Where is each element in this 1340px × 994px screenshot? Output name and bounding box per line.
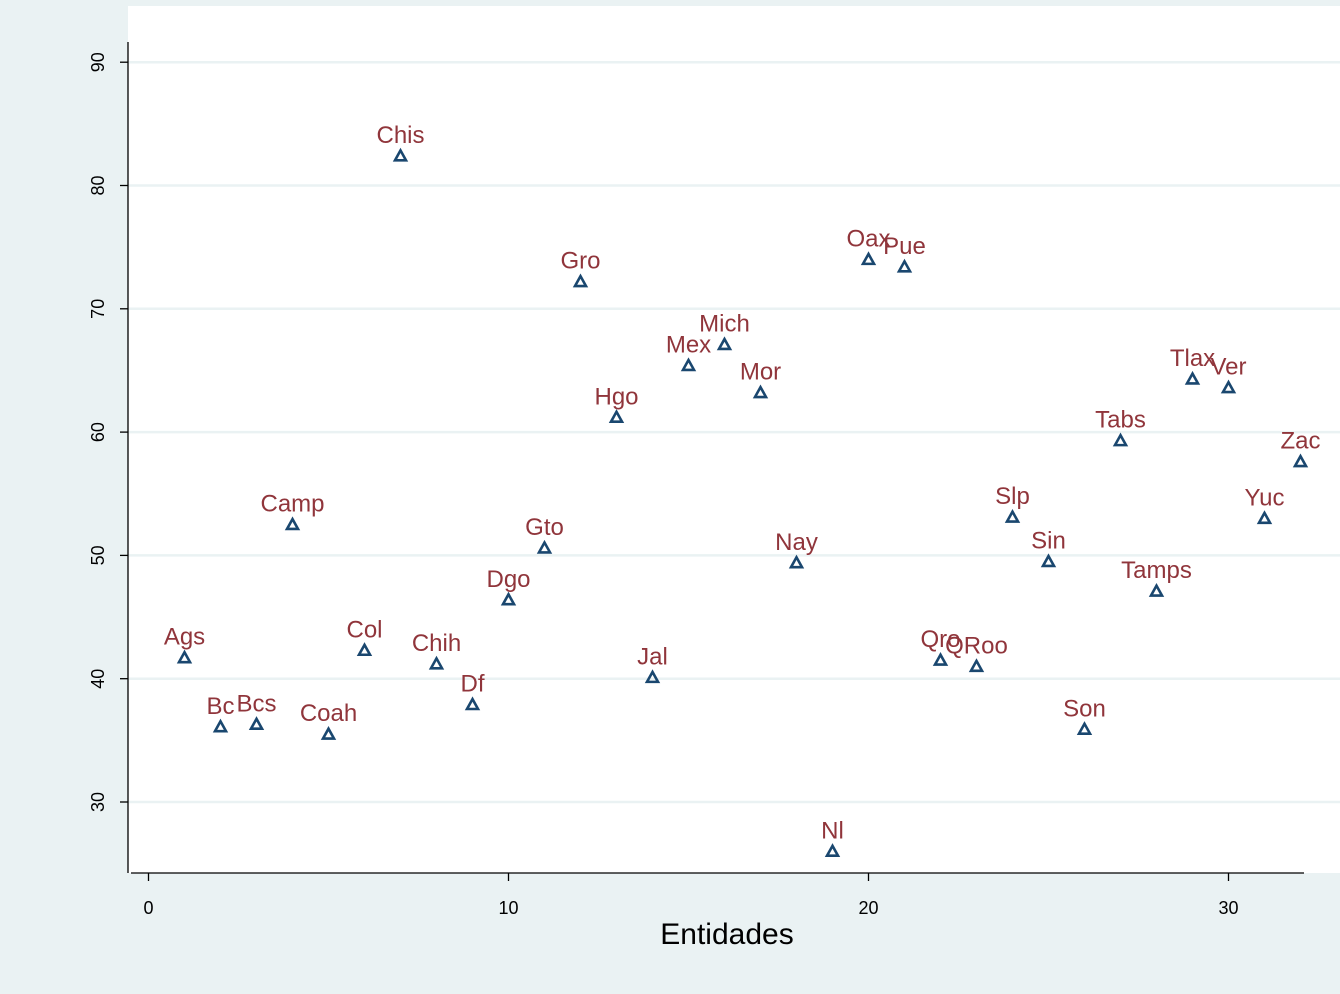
y-tick-label: 90	[88, 52, 108, 72]
x-axis-title: Entidades	[660, 918, 793, 951]
point-label-oax: Oax	[846, 225, 890, 252]
point-label-jal: Jal	[637, 643, 668, 670]
data-point-pue	[896, 258, 913, 273]
y-tick-label: 70	[88, 299, 108, 319]
x-tick-label: 0	[143, 898, 153, 918]
point-label-qroo: QRoo	[945, 632, 1008, 659]
data-point-bcs	[248, 716, 265, 731]
data-point-nay	[788, 554, 805, 569]
x-tick-label: 30	[1218, 898, 1238, 918]
point-label-slp: Slp	[995, 483, 1030, 510]
data-point-chis	[392, 147, 409, 162]
point-label-hgo: Hgo	[594, 383, 638, 410]
data-point-nl	[824, 843, 841, 858]
point-label-ags: Ags	[164, 624, 205, 651]
y-tick-label: 50	[88, 545, 108, 565]
point-label-tamps: Tamps	[1121, 557, 1192, 584]
data-point-tlax	[1184, 370, 1201, 385]
y-tick-label: 80	[88, 175, 108, 195]
point-label-bcs: Bcs	[236, 690, 276, 717]
data-point-jal	[644, 669, 661, 684]
data-point-yuc	[1256, 510, 1273, 525]
point-label-tlax: Tlax	[1170, 345, 1215, 372]
axes: 30 40 50 60 70 80 90 0 10 20 30	[88, 42, 1304, 918]
data-point-slp	[1004, 509, 1021, 523]
point-label-mor: Mor	[740, 359, 781, 386]
point-label-qro: Qro	[920, 626, 960, 653]
point-label-gto: Gto	[525, 514, 564, 541]
data-point-camp	[284, 516, 301, 531]
point-label-nay: Nay	[775, 529, 818, 556]
point-label-coah: Coah	[300, 700, 357, 727]
data-point-mich	[716, 336, 733, 351]
data-point-bc	[212, 718, 229, 733]
point-label-gro: Gro	[560, 248, 600, 275]
data-point-df	[464, 696, 481, 711]
point-label-camp: Camp	[260, 491, 324, 518]
x-tick-label: 20	[858, 898, 878, 918]
point-label-yuc: Yuc	[1244, 484, 1284, 511]
gridlines	[128, 60, 1340, 804]
data-point-coah	[320, 726, 337, 740]
data-point-mor	[752, 384, 769, 399]
data-point-tamps	[1148, 582, 1165, 597]
point-label-pue: Pue	[883, 233, 926, 260]
data-point-mex	[680, 357, 697, 372]
data-point-qro	[932, 652, 949, 666]
x-tick-label: 10	[498, 898, 518, 918]
data-point-son	[1076, 721, 1093, 735]
data-point-ags	[176, 649, 193, 664]
point-label-mich: Mich	[699, 311, 750, 338]
point-label-df: Df	[461, 671, 485, 698]
point-label-sin: Sin	[1031, 528, 1066, 555]
y-tick-label: 30	[88, 792, 108, 812]
point-label-dgo: Dgo	[486, 566, 530, 593]
point-label-nl: Nl	[821, 817, 844, 844]
data-point-dgo	[500, 591, 517, 606]
data-point-col	[356, 642, 373, 657]
data-point-oax	[860, 251, 877, 266]
data-point-sin	[1040, 553, 1057, 568]
data-point-ver	[1220, 379, 1237, 394]
y-tick-label: 40	[88, 669, 108, 689]
data-point-tabs	[1112, 432, 1129, 447]
point-label-tabs: Tabs	[1095, 407, 1146, 434]
point-label-col: Col	[346, 616, 382, 643]
point-label-son: Son	[1063, 695, 1106, 722]
data-point-hgo	[608, 409, 625, 424]
y-tick-label: 60	[88, 422, 108, 442]
data-points	[176, 147, 1309, 858]
point-label-mex: Mex	[666, 332, 711, 359]
point-label-chih: Chih	[412, 630, 461, 657]
data-point-chih	[428, 655, 445, 670]
data-point-zac	[1292, 453, 1309, 468]
data-point-gro	[572, 273, 589, 288]
data-point-gto	[536, 539, 553, 554]
point-label-chis: Chis	[376, 122, 424, 149]
point-label-bc: Bc	[206, 693, 234, 720]
point-label-ver: Ver	[1210, 354, 1246, 381]
plot-area	[128, 6, 1340, 873]
data-point-qroo	[968, 658, 985, 673]
point-label-zac: Zac	[1280, 428, 1320, 455]
